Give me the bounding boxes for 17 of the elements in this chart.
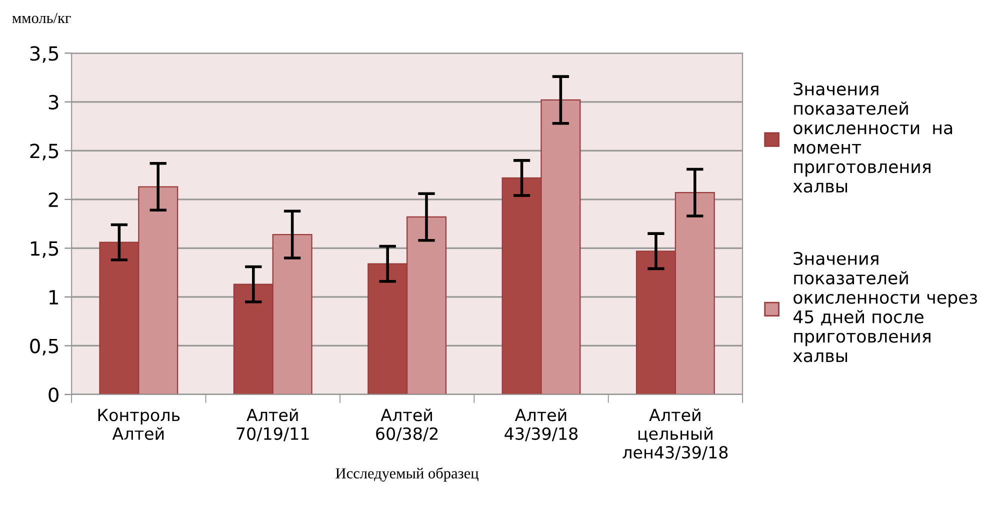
legend-label: Значения показателей окисленности на момент приготовления халвы bbox=[793, 82, 952, 193]
x-tick-label: Алтей цельный лен43/39/18 bbox=[622, 408, 728, 460]
y-tick-label: 0,5 bbox=[30, 338, 58, 356]
y-tick-label: 1,5 bbox=[30, 241, 58, 258]
y-axis-title: ммоль/кг bbox=[12, 12, 71, 24]
y-tick-label: 0 bbox=[48, 387, 58, 402]
x-tick-label: Контроль Алтей bbox=[98, 408, 180, 440]
y-tick-label: 2,5 bbox=[30, 144, 58, 160]
y-tick-label: 3,5 bbox=[30, 46, 58, 63]
legend-label: Значения показателей окисленности через 45 дней после приготовления халвы bbox=[793, 252, 977, 362]
x-tick-label: Алтей 70/19/11 bbox=[236, 408, 309, 442]
x-axis-title: Исследуемый образец bbox=[336, 467, 478, 482]
x-tick-label: Алтей 43/39/18 bbox=[504, 408, 578, 442]
x-tick-label: Алтей 60/38/2 bbox=[376, 408, 438, 442]
y-tick-label: 3 bbox=[48, 94, 58, 110]
y-tick-label: 1 bbox=[50, 290, 58, 304]
y-tick-label: 2 bbox=[48, 192, 58, 207]
